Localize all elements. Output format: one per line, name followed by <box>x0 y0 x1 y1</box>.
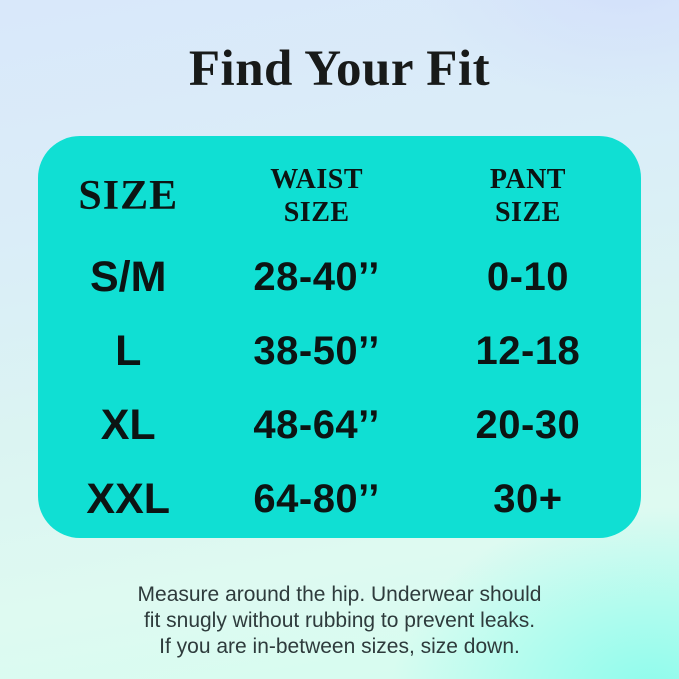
waist-value-xl: 48-64’’ <box>253 402 380 447</box>
size-label-sm: S/M <box>90 252 167 301</box>
column-header-waist-size: WAIST SIZE <box>270 163 364 228</box>
waist-value-l: 38-50’’ <box>253 328 380 373</box>
column-header-size: SIZE <box>78 173 179 219</box>
size-label-xxl: XXL <box>86 474 171 523</box>
waist-value-sm: 28-40’’ <box>253 254 380 299</box>
size-label-xl: XL <box>100 400 156 449</box>
column-header-pant-size: PANT SIZE <box>489 163 566 228</box>
size-label-l: L <box>115 326 142 375</box>
pant-value-xxl: 30+ <box>493 476 563 521</box>
pant-value-l: 12-18 <box>475 328 581 373</box>
measurement-note: Measure around the hip. Underwear should… <box>137 583 542 658</box>
page-title: Find Your Fit <box>188 41 491 97</box>
pant-value-xl: 20-30 <box>475 402 581 447</box>
size-table: SIZE WAIST SIZE PANT SIZE S/M 28-40’’ 0-… <box>54 152 625 538</box>
pant-value-sm: 0-10 <box>486 254 569 299</box>
waist-value-xxl: 64-80’’ <box>253 476 380 521</box>
size-chart-card: SIZE WAIST SIZE PANT SIZE S/M 28-40’’ 0-… <box>38 136 641 538</box>
